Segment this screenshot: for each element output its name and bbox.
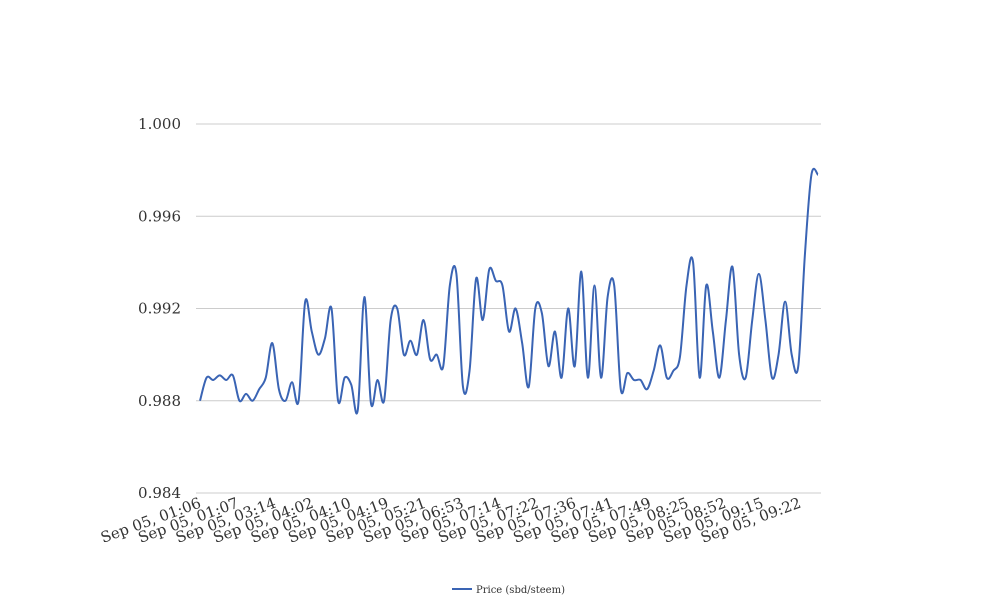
y-axis-tick-labels: 0.984 0.988 0.992 0.996 1.000 [138, 115, 181, 502]
y-tick-label: 0.992 [138, 300, 181, 318]
y-tick-label: 0.988 [138, 392, 181, 410]
series-line-price [199, 167, 819, 415]
y-tick-label: 0.984 [138, 484, 181, 502]
y-tick-label: 1.000 [138, 115, 181, 133]
y-tick-label: 0.996 [138, 207, 181, 225]
series-lines [199, 167, 819, 415]
legend[interactable]: Price (sbd/steem) [452, 585, 565, 596]
y-gridlines [196, 123, 821, 494]
legend-label: Price (sbd/steem) [476, 585, 565, 596]
